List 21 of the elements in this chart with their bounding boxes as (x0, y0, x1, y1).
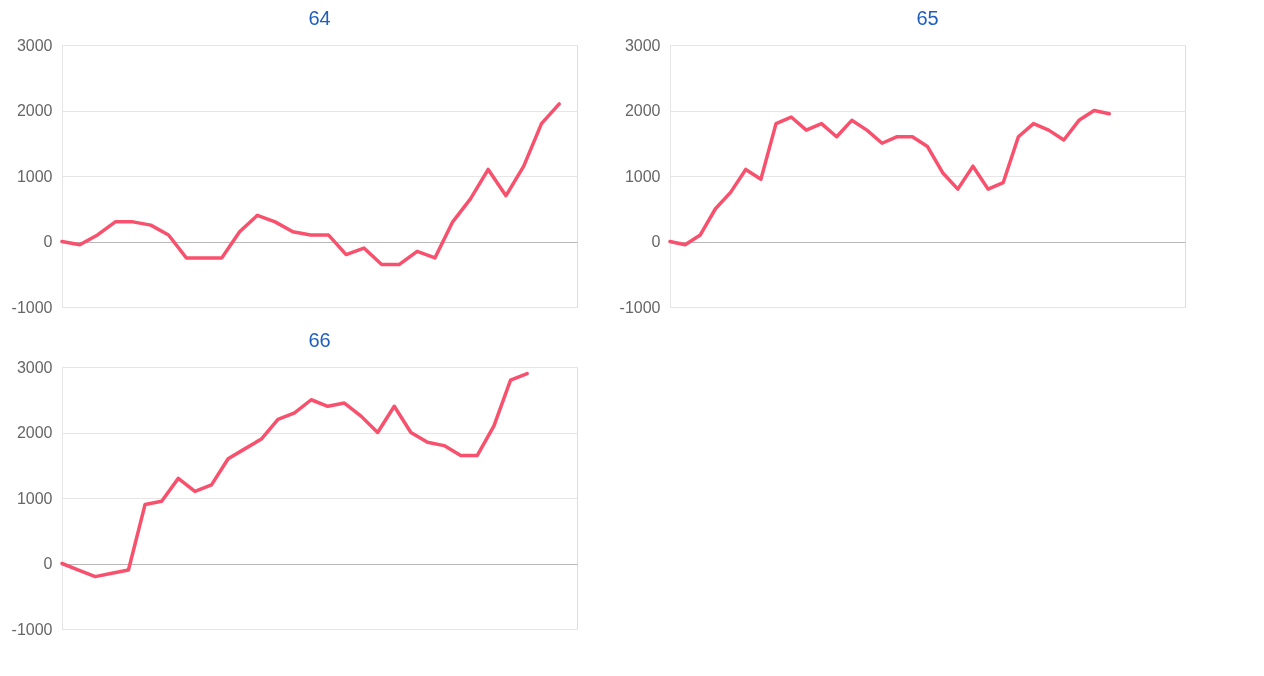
y-tick-label: 2000 (624, 102, 661, 119)
chart-title: 64 (308, 7, 331, 29)
y-tick-label: 2000 (16, 424, 53, 441)
line-series (60, 371, 529, 579)
y-tick-label: 1000 (16, 489, 53, 507)
y-tick-label: 2000 (16, 102, 53, 119)
y-tick-label: 0 (43, 555, 53, 572)
y-tick-label: -1000 (619, 298, 661, 316)
y-tick-label: 1000 (16, 167, 53, 185)
y-tick-label: 0 (651, 233, 661, 250)
y-tick-label: 0 (43, 233, 53, 250)
line-series (60, 102, 561, 267)
y-tick-label: 3000 (16, 36, 53, 54)
y-tick-label: 3000 (16, 358, 53, 376)
chart-title: 65 (916, 7, 939, 29)
y-tick-label: -1000 (11, 298, 53, 316)
chart-title: 66 (308, 329, 331, 351)
y-tick-label: 3000 (624, 36, 661, 54)
y-tick-label: -1000 (11, 620, 53, 638)
line-series (668, 108, 1112, 247)
y-tick-label: 1000 (624, 167, 661, 185)
